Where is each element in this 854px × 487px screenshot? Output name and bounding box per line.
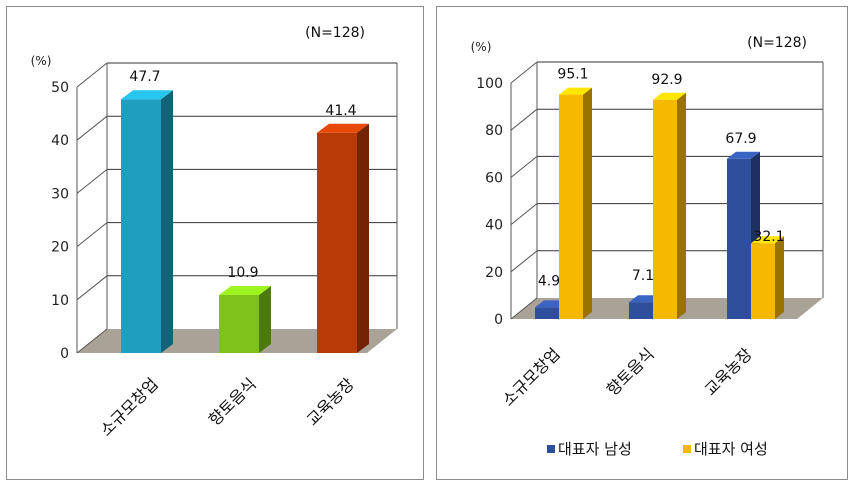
x-tick-label: 교육농장 [303,374,358,429]
data-label: 4.9 [538,273,560,289]
bar-1-1 [653,92,686,319]
bar-1-0-front [559,94,583,320]
data-label: 10.9 [227,265,258,281]
gridline-diag [76,328,108,354]
gridline-diag [76,62,108,88]
chart-right-panel: (N=128) (%) 대표자 남성 대표자 여성 0 20 40 60 80 100 4.… [436,6,848,480]
bar-1-2-front [751,243,775,319]
gridline-diag [510,108,538,131]
n-label: (N=128) [305,25,365,41]
legend-label-male: 대표자 남성 [558,440,632,458]
bar-0-2-top [727,151,760,159]
bar-0-top [121,90,173,100]
gridline-diag [510,156,538,178]
bar-1-1-side [677,92,686,319]
y-tick-label: 60 [485,170,503,186]
data-label: 32.1 [753,229,784,245]
y-tick-label: 80 [485,123,503,139]
y-tick-label: 0 [494,312,503,328]
bar-0-2-front [727,158,751,319]
legend: 대표자 남성 대표자 여성 [547,440,768,458]
bar-1-2-top [751,236,784,244]
chart-left-panel: (N=128) (%) 0 10 20 30 40 50 47.7 소규모창업 10.9 향토음식… [6,6,424,480]
y-tick-label: 40 [51,133,69,149]
gridline-diag [76,169,108,194]
x-tick-label: 소규모창업 [498,344,563,409]
y-tick-label: 20 [51,240,69,256]
bar-1-0-top [559,87,592,95]
gridline-diag [510,203,538,225]
bar-0-1-front [629,302,653,319]
x-tick-label: 소규모창업 [96,374,161,439]
bar-1-top [219,286,271,296]
legend-swatch-male [547,445,555,453]
y-tick-label: 0 [60,346,69,362]
bar-1-1-top [653,92,686,100]
y-unit-label: (%) [471,40,492,54]
bar-1-side [259,286,271,353]
bar-1-front [219,295,259,353]
y-tick-label: 10 [51,293,69,309]
bar-2 [317,123,369,353]
bar-2-front [317,132,357,353]
bar-1-0-side [583,87,592,320]
y-tick-label: 30 [51,186,69,202]
y-unit-label: (%) [31,54,52,68]
bar-0-0-front [535,307,559,319]
bar-1-0 [559,87,592,320]
data-label: 92.9 [651,72,682,88]
data-label: 47.7 [129,69,160,85]
gridline-diag [76,222,108,247]
bar-1-1-front [653,99,677,319]
chart-left: (N=128) (%) 0 10 20 30 40 50 47.7 소규모창업 10.9 향토음식… [31,25,398,440]
y-tick-label: 40 [485,218,503,234]
bar-1-2-side [775,236,784,319]
bar-1 [219,286,271,353]
n-label: (N=128) [747,35,807,51]
y-tick-label: 50 [51,80,69,96]
legend-label-female: 대표자 여성 [694,440,768,458]
legend-swatch-female [683,445,691,453]
gridline-diag [76,115,108,141]
gridline-diag [510,250,538,273]
gridline-diag [510,61,538,84]
bar-0 [121,90,173,354]
data-label: 7.1 [632,268,654,284]
data-label: 41.4 [325,103,356,119]
data-label: 95.1 [557,67,588,83]
x-tick-label: 향토음식 [205,374,260,429]
data-label: 67.9 [725,131,756,147]
y-tick-label: 100 [476,76,503,92]
x-tick-label: 교육농장 [701,344,756,399]
bar-0-front [121,99,161,354]
bar-2-side [357,123,369,353]
gridline-diag [510,297,538,320]
chart-right: (N=128) (%) 대표자 남성 대표자 여성 0 20 40 60 80 100 4.… [471,35,824,458]
gridline-diag [76,275,108,301]
y-tick-label: 20 [485,265,503,281]
bar-0-side [161,90,173,354]
bar-2-top [317,123,369,133]
bar-1-2 [751,236,784,319]
x-tick-label: 향토음식 [603,344,658,399]
